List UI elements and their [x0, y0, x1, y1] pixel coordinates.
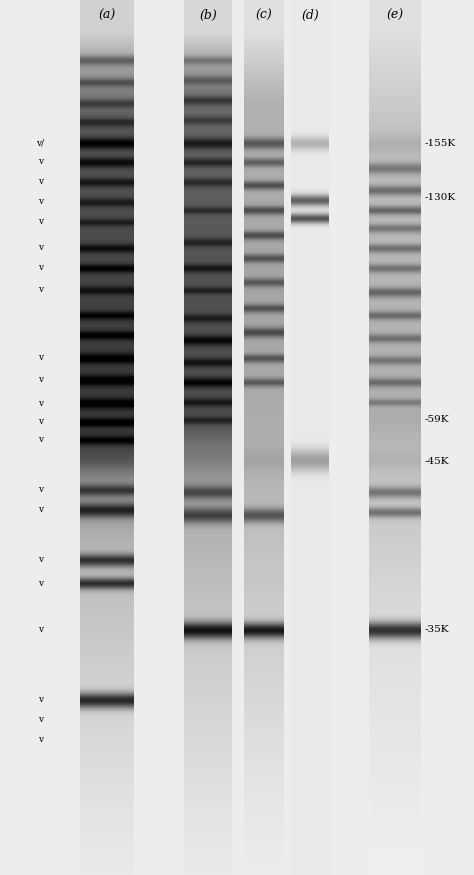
Text: -155K: -155K: [424, 138, 456, 148]
Text: (b): (b): [199, 9, 217, 22]
Text: -45K: -45K: [424, 458, 449, 466]
Text: v: v: [38, 198, 43, 206]
Text: v: v: [38, 398, 43, 408]
Text: (d): (d): [301, 9, 319, 22]
Text: v: v: [38, 716, 43, 724]
Text: (e): (e): [386, 9, 403, 22]
Text: (c): (c): [255, 9, 273, 22]
Text: v: v: [38, 486, 43, 494]
Text: v: v: [38, 556, 43, 564]
Text: v: v: [38, 375, 43, 384]
Text: v: v: [38, 736, 43, 745]
Text: v: v: [38, 263, 43, 272]
Text: v: v: [38, 158, 43, 166]
Text: v: v: [38, 696, 43, 704]
Text: v: v: [38, 578, 43, 587]
Text: v: v: [38, 626, 43, 634]
Text: -59K: -59K: [424, 416, 449, 424]
Text: v: v: [38, 285, 43, 295]
Text: v/: v/: [36, 138, 45, 148]
Text: v: v: [38, 506, 43, 514]
Text: v: v: [38, 354, 43, 362]
Text: v: v: [38, 218, 43, 227]
Text: -130K: -130K: [424, 193, 456, 202]
Text: v: v: [38, 178, 43, 186]
Text: v: v: [38, 417, 43, 426]
Text: (a): (a): [99, 9, 116, 22]
Text: v: v: [38, 243, 43, 253]
Text: -35K: -35K: [424, 626, 449, 634]
Text: v: v: [38, 436, 43, 444]
